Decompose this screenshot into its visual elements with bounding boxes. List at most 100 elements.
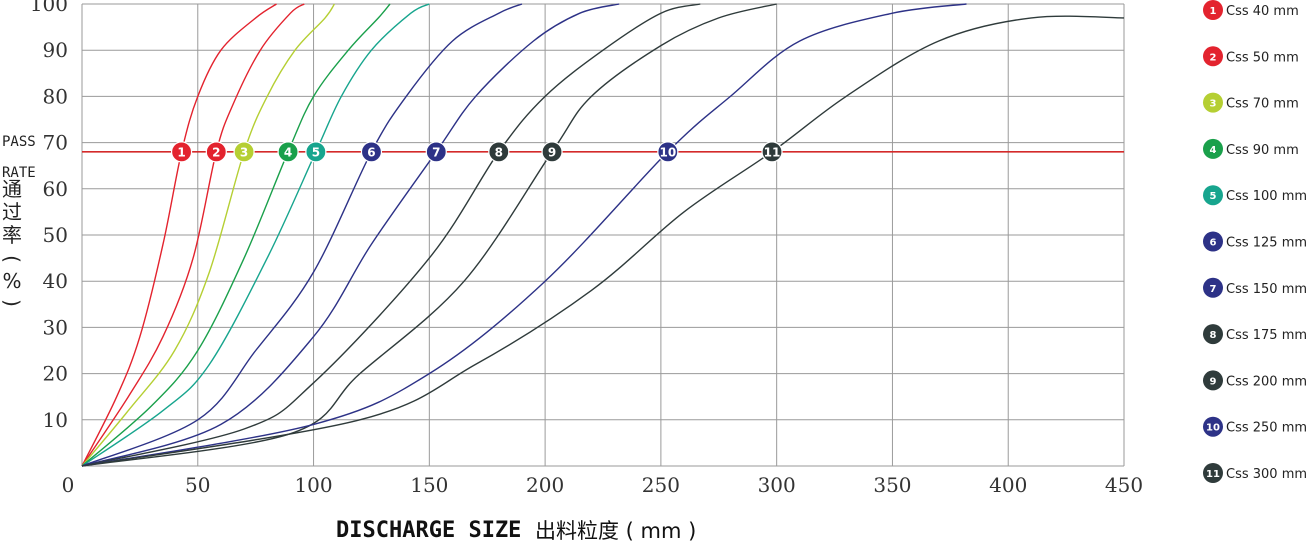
legend-marker-label-7: 7	[1210, 284, 1217, 295]
legend-marker-label-6: 6	[1210, 238, 1217, 249]
series-marker-5	[305, 141, 327, 163]
x-tick-label-150: 150	[410, 473, 448, 497]
y-axis-label-chinese-char-3: (	[0, 255, 24, 263]
series-marker-label-9: 9	[548, 145, 556, 159]
y-axis-label-line-1: PASS	[2, 134, 36, 150]
x-tick-label-250: 250	[642, 473, 680, 497]
series-marker-2	[205, 141, 227, 163]
legend-label-7: Css 150 mm	[1226, 282, 1307, 297]
series-marker-label-7: 7	[432, 145, 440, 159]
x-tick-label-50: 50	[185, 473, 210, 497]
y-tick-label-80: 80	[43, 84, 68, 108]
x-tick-label-200: 200	[526, 473, 564, 497]
legend-marker-11	[1203, 463, 1223, 483]
series-lines	[81, 3, 1125, 467]
y-axis-label-chinese-char-4: %	[2, 269, 21, 293]
legend-marker-4	[1203, 138, 1223, 159]
series-marker-label-8: 8	[495, 145, 503, 159]
series-line-2	[81, 3, 305, 467]
legend-label-1: Css 40 mm	[1226, 4, 1299, 19]
legend-marker-label-11: 11	[1206, 469, 1220, 480]
y-tick-label-60: 60	[43, 177, 68, 201]
series-marker-label-2: 2	[212, 145, 220, 159]
legend-marker-9	[1203, 370, 1223, 391]
y-axis-label-chinese-char-5: )	[0, 299, 24, 307]
legend-label-11: Css 300 mm	[1226, 467, 1307, 482]
legend-marker-10	[1203, 416, 1223, 437]
legend-marker-label-8: 8	[1210, 330, 1217, 341]
series-marker-6	[360, 141, 383, 163]
series-marker-label-1: 1	[177, 145, 185, 159]
y-axis-label-chinese-char-0: 通	[2, 177, 22, 201]
series-line-1	[81, 3, 277, 467]
legend-label-9: Css 200 mm	[1226, 374, 1307, 389]
series-line-5	[81, 3, 430, 467]
legend-label-5: Css 100 mm	[1226, 189, 1307, 204]
x-tick-label-350: 350	[873, 473, 911, 497]
series-line-8	[81, 3, 701, 467]
series-marker-label-6: 6	[367, 145, 375, 159]
series-marker-1	[170, 141, 193, 163]
series-marker-label-3: 3	[240, 145, 248, 159]
series-marker-10	[657, 141, 679, 163]
legend-label-2: Css 50 mm	[1226, 50, 1299, 65]
series-line-3	[81, 3, 335, 467]
series-marker-4	[277, 141, 299, 163]
y-tick-label-30: 30	[43, 315, 68, 339]
legend-marker-3	[1203, 92, 1223, 113]
series-line-11	[81, 15, 1125, 467]
legend-marker-label-1: 1	[1210, 6, 1217, 17]
y-tick-label-10: 10	[43, 408, 68, 432]
legend-marker-8	[1203, 324, 1223, 345]
series-marker-11	[761, 141, 783, 163]
series-marker-8	[488, 141, 510, 163]
legend: 1 Css 40 mm 2 Css 50 mm 3 Css 70 mm 4 Css 90 mm…	[1203, 0, 1307, 483]
y-axis-label-chinese-char-1: 过	[2, 200, 22, 224]
series-markers: 1 2 3 4 5 6 7 8 9 10 11	[170, 141, 783, 163]
legend-marker-1	[1203, 0, 1223, 20]
series-marker-label-4: 4	[284, 145, 292, 159]
x-tick-label-0: 0	[62, 473, 75, 497]
series-marker-label-5: 5	[312, 145, 320, 159]
legend-label-4: Css 90 mm	[1226, 143, 1299, 158]
series-marker-9	[541, 141, 563, 163]
series-line-4	[81, 3, 391, 467]
series-line-6	[81, 3, 523, 467]
series-line-10	[81, 3, 967, 467]
legend-marker-label-3: 3	[1210, 99, 1217, 110]
y-axis-label-chinese-char-2: 率	[2, 223, 22, 247]
x-tick-label-100: 100	[294, 473, 332, 497]
y-tick-labels: 10 20 30 40 50 60 70 80 90 100	[30, 0, 68, 432]
legend-marker-2	[1203, 46, 1223, 67]
legend-marker-6	[1203, 231, 1223, 252]
series-marker-7	[425, 141, 447, 163]
y-tick-label-70: 70	[43, 131, 68, 155]
y-tick-label-100: 100	[30, 0, 68, 16]
y-axis-label-chinese: 通过率 (%)	[0, 177, 24, 307]
legend-marker-label-4: 4	[1210, 145, 1217, 156]
x-axis-label-chinese: 出料粒度 ( mm )	[535, 519, 696, 543]
y-axis-label-line-2: RATE	[2, 165, 36, 181]
grid	[81, 3, 1125, 467]
series-line-7	[81, 3, 620, 467]
x-axis-label: DISCHARGE SIZE	[336, 518, 521, 543]
y-tick-label-40: 40	[43, 269, 68, 293]
legend-marker-label-10: 10	[1206, 423, 1220, 434]
x-tick-label-300: 300	[758, 473, 796, 497]
legend-marker-label-9: 9	[1210, 376, 1217, 387]
legend-label-10: Css 250 mm	[1226, 421, 1307, 436]
legend-label-3: Css 70 mm	[1226, 97, 1299, 112]
y-tick-label-50: 50	[43, 223, 68, 247]
series-marker-label-11: 11	[764, 145, 781, 159]
legend-marker-label-5: 5	[1210, 191, 1217, 202]
legend-label-6: Css 125 mm	[1226, 236, 1307, 251]
series-marker-3	[233, 141, 255, 163]
legend-marker-label-2: 2	[1210, 52, 1217, 63]
x-tick-labels: 0 50 100 150 200 250 300 350 400 450	[62, 473, 1143, 497]
legend-marker-7	[1203, 277, 1223, 298]
y-tick-label-90: 90	[43, 38, 68, 62]
x-tick-label-400: 400	[989, 473, 1027, 497]
legend-marker-5	[1203, 185, 1223, 206]
x-tick-label-450: 450	[1105, 473, 1143, 497]
